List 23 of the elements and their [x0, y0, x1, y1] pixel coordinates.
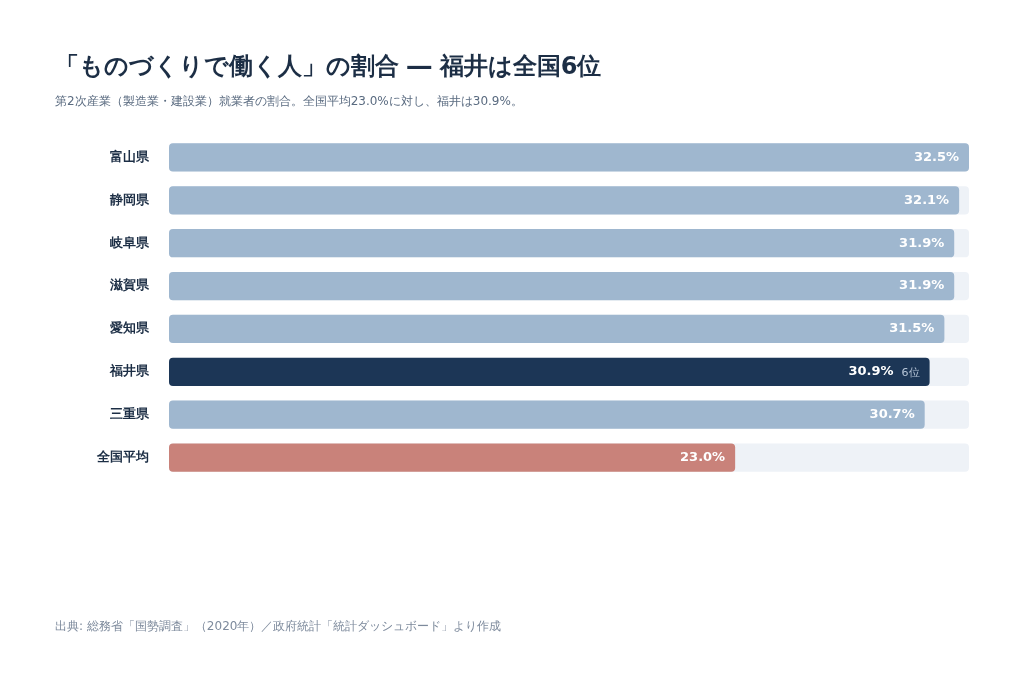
bar	[169, 271, 955, 301]
y-tick-label: 岐阜県	[110, 234, 150, 250]
source-note: 出典: 総務省「国勢調査」（2020年）／政府統計「統計ダッシュボード」より作成	[55, 618, 502, 635]
chart-subtitle: 第2次産業（製造業・建設業）就業者の割合。全国平均23.0%に対し、福井は30.9%。	[55, 93, 523, 110]
y-tick-label: 滋賀県	[109, 277, 150, 293]
data-label: 31.9%	[899, 234, 945, 250]
data-label: 23.0%	[680, 448, 726, 464]
data-label: 30.7%	[869, 406, 915, 422]
bar	[169, 229, 955, 258]
chart-title: 「ものづくりで働く人」の割合 ― 福井は全国6位	[55, 51, 602, 82]
bar	[169, 186, 960, 215]
annotation: 6位	[901, 365, 920, 379]
data-label: 32.1%	[904, 191, 950, 207]
y-tick-label: 福井県	[109, 363, 150, 379]
y-tick-label: 三重県	[110, 406, 150, 422]
data-label: 30.9%	[848, 363, 894, 379]
y-tick-label: 富山県	[110, 148, 150, 164]
data-label: 31.5%	[889, 320, 935, 336]
data-label: 31.9%	[899, 277, 945, 293]
y-tick-label: 愛知県	[110, 320, 150, 336]
data-label: 32.5%	[913, 148, 959, 164]
y-tick-label: 全国平均	[96, 448, 149, 464]
y-tick-label: 静岡県	[109, 191, 150, 207]
